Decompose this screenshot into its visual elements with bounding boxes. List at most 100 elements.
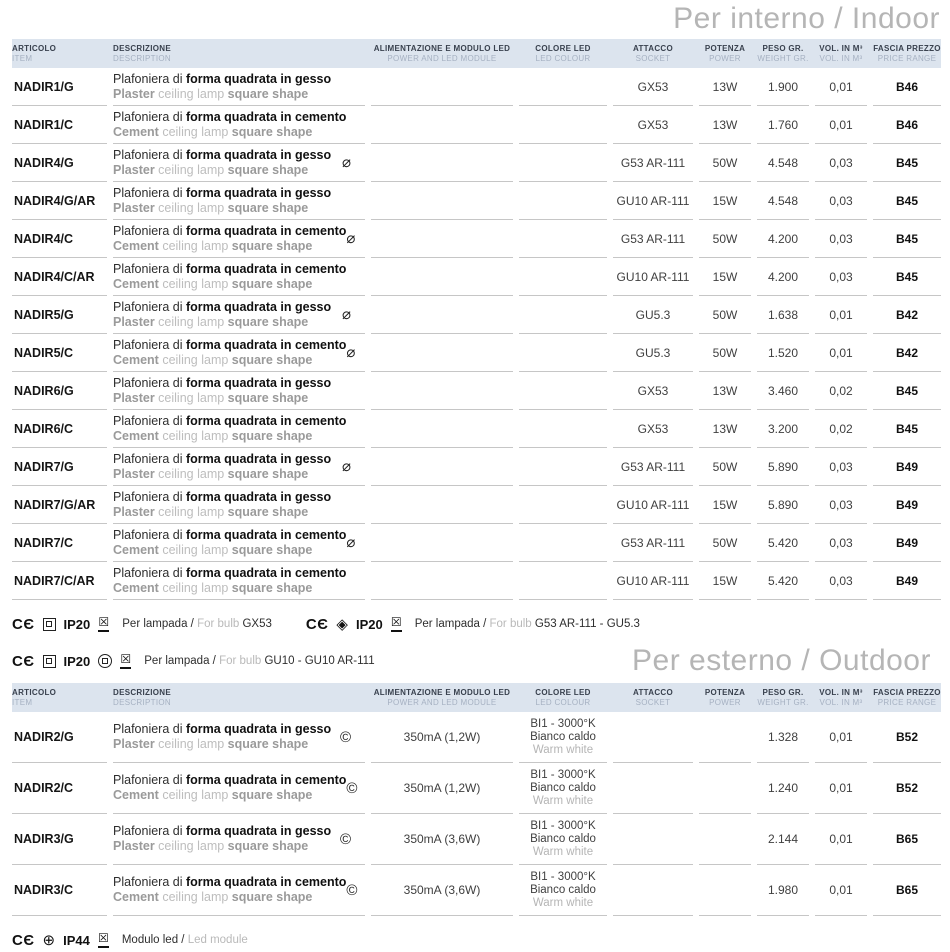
ce-mark-icon: CЄ [12,615,35,633]
description-en-mid: ceiling lamp [154,86,228,101]
fascia-prezzo-cell: B46 [873,68,941,106]
colore-led-cell: BI1 - 3000°K Bianco caldo Warm white [519,814,607,865]
constant-current-icon: © [339,830,351,848]
table-row: NADIR6/C Plafoniera di forma quadrata in… [12,410,941,448]
indoor-table-header: ARTICOLO ITEM DESCRIZIONE DESCRIPTION AL… [12,39,941,68]
ip-rating: IP20 [63,653,91,669]
description-en-material: Cement [113,124,159,139]
column-header-en: PRICE RANGE [877,698,937,707]
alimentazione-cell: 350mA (1,2W) [371,712,513,763]
vol-cell: 0,01 [815,865,867,916]
potenza-cell: 15W [699,182,751,220]
colore-led-cell [519,106,607,144]
descrizione-cell: Plafoniera di forma quadrata in gesso Pl… [113,144,365,182]
description-it-bold: forma quadrata in cemento [185,527,347,542]
description-en-shape: square shape [231,580,313,595]
description-it-bold: forma quadrata in cemento [185,223,347,238]
indoor-legend-line-2-and-outdoor-title: CЄ IP20 ☒ Per lampada / For bulb GU10 - … [12,642,941,680]
peso-cell: 4.548 [757,182,809,220]
description-en-shape: square shape [227,466,309,481]
table-row: NADIR5/G Plafoniera di forma quadrata in… [12,296,941,334]
potenza-cell: 50W [699,448,751,486]
vol-cell: 0,01 [815,814,867,865]
column-header: POTENZA POWER [699,688,751,708]
attacco-cell [613,763,693,814]
table-row: NADIR7/G/AR Plafoniera di forma quadrata… [12,486,941,524]
column-header-it: ATTACCO [632,44,674,53]
description-en-shape: square shape [227,390,309,405]
class-ii-icon [42,617,56,631]
description-it: Plafoniera di [113,71,186,86]
column-header: PESO GR. WEIGHT GR. [757,688,809,708]
colore-led-cell [519,68,607,106]
potenza-cell: 15W [699,486,751,524]
class-iii-icon: ◈ [336,615,348,633]
column-header: POTENZA POWER [699,44,751,64]
description-en-material: Plaster [113,86,155,101]
description-it-bold: forma quadrata in cemento [185,337,347,352]
alimentazione-cell [371,410,513,448]
potenza-cell [699,865,751,916]
colore-led-cell [519,220,607,258]
attacco-cell: G53 AR-111 [613,220,693,258]
column-header-en: LED COLOUR [535,54,591,63]
description-en-material: Plaster [113,162,155,177]
description-en-material: Cement [113,428,159,443]
vol-cell: 0,02 [815,410,867,448]
vol-cell: 0,02 [815,372,867,410]
potenza-cell: 13W [699,68,751,106]
vol-cell: 0,01 [815,106,867,144]
column-header-en: DESCRIPTION [113,54,171,63]
attacco-cell: GU10 AR-111 [613,258,693,296]
column-header-it: ARTICOLO [12,688,57,697]
led-colour-en: Warm white [532,794,594,807]
description-en-material: Cement [113,580,159,595]
descrizione-cell: Plafoniera di forma quadrata in gesso Pl… [113,814,365,865]
column-header-it: ATTACCO [632,688,674,697]
description-it: Plafoniera di [113,375,186,390]
attacco-cell: GU10 AR-111 [613,182,693,220]
outdoor-table-body: NADIR2/G Plafoniera di forma quadrata in… [12,712,941,916]
column-header-en: SOCKET [635,698,671,707]
column-header-en: DESCRIPTION [113,698,171,707]
description-it-bold: forma quadrata in gesso [185,451,332,466]
description-text: Plafoniera di forma quadrata in gesso Pl… [113,376,331,406]
attacco-cell: GX53 [613,372,693,410]
no-flammable-surface-icon: ☒ [98,616,110,632]
description-it: Plafoniera di [113,773,186,787]
alimentazione-cell [371,106,513,144]
table-row: NADIR5/C Plafoniera di forma quadrata in… [12,334,941,372]
description-it: Plafoniera di [113,451,186,466]
description-en-shape: square shape [227,737,309,751]
colore-led-cell [519,258,607,296]
articolo-cell: NADIR5/C [12,334,107,372]
potenza-cell [699,763,751,814]
description-en-mid: ceiling lamp [154,504,228,519]
column-header: FASCIA PREZZO PRICE RANGE [873,44,941,64]
no-flammable-surface-icon: ☒ [120,653,132,669]
potenza-cell: 50W [699,334,751,372]
description-it: Plafoniera di [113,527,186,542]
certification-legend-gx53: CЄ IP20 ☒ Per lampada / For bulb GX53 [12,616,272,632]
column-header-en: WEIGHT GR. [757,698,809,707]
descrizione-cell: Plafoniera di forma quadrata in cemento … [113,220,365,258]
description-en-shape: square shape [227,162,309,177]
description-en-mid: ceiling lamp [158,124,232,139]
vol-cell: 0,01 [815,68,867,106]
description-en-material: Cement [113,890,159,904]
description-en-mid: ceiling lamp [154,314,228,329]
column-header: PESO GR. WEIGHT GR. [757,44,809,64]
description-en-shape: square shape [227,314,309,329]
column-header: ALIMENTAZIONE E MODULO LED POWER AND LED… [371,44,513,64]
table-row: NADIR2/C Plafoniera di forma quadrata in… [12,763,941,814]
column-header-it: VOL. IN M³ [819,688,863,697]
ce-mark-icon: CЄ [12,931,35,949]
description-en-shape: square shape [227,839,309,853]
fascia-prezzo-cell: B45 [873,182,941,220]
table-row: NADIR6/G Plafoniera di forma quadrata in… [12,372,941,410]
description-it-bold: forma quadrata in gesso [185,147,332,162]
column-header-en: POWER AND LED MODULE [387,54,497,63]
constant-current-icon: © [346,779,358,797]
description-en-mid: ceiling lamp [154,466,228,481]
description-en-shape: square shape [231,352,313,367]
